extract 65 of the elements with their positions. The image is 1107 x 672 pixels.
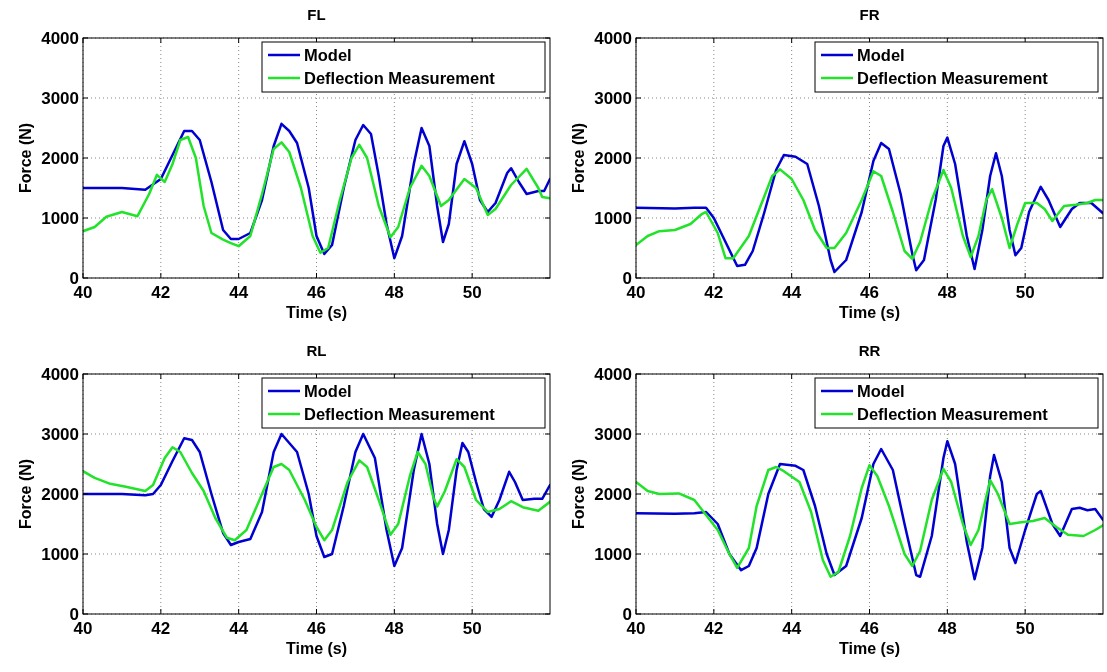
y-tick-label: 4000 <box>41 29 79 48</box>
y-tick-label: 3000 <box>41 89 79 108</box>
y-axis-title: Force (N) <box>17 122 34 194</box>
y-tick-label: 4000 <box>594 365 632 384</box>
x-tick-label: 40 <box>73 283 93 302</box>
x-tick-label: 46 <box>860 283 879 302</box>
x-axis-title: Time (s) <box>838 304 901 321</box>
y-tick-label: 3000 <box>41 425 79 444</box>
x-tick-label: 48 <box>384 283 404 302</box>
x-axis-title: Time (s) <box>838 640 901 657</box>
legend-label: Model <box>304 382 352 400</box>
legend-label: Deflection Measurement <box>857 405 1049 423</box>
x-tick-label: 48 <box>937 619 957 638</box>
x-axis-title: Time (s) <box>285 640 348 657</box>
y-tick-label: 1000 <box>41 545 79 564</box>
x-tick-label: 42 <box>704 619 724 638</box>
y-tick-label: 4000 <box>594 29 632 48</box>
x-tick-label: 44 <box>229 283 249 302</box>
line-series <box>636 463 1103 579</box>
x-tick-label: 50 <box>1015 283 1035 302</box>
x-tick-label: 46 <box>307 283 326 302</box>
y-tick-label: 3000 <box>594 89 632 108</box>
y-axis-title: Force (N) <box>570 458 587 530</box>
line-series <box>636 136 1103 274</box>
x-tick-label: 40 <box>73 619 93 638</box>
line-series <box>636 168 1103 261</box>
x-tick-label: 42 <box>151 283 171 302</box>
legend-label: Deflection Measurement <box>304 405 496 423</box>
y-tick-label: 1000 <box>594 209 632 228</box>
y-tick-label: 4000 <box>41 365 79 384</box>
legend-label: Deflection Measurement <box>857 69 1049 87</box>
x-tick-label: 46 <box>307 619 326 638</box>
x-tick-label: 50 <box>1015 619 1035 638</box>
x-tick-label: 44 <box>782 619 802 638</box>
legend-label: Model <box>857 46 905 64</box>
y-tick-label: 2000 <box>41 149 79 168</box>
x-tick-label: 48 <box>937 283 957 302</box>
y-tick-label: 1000 <box>41 209 79 228</box>
y-axis-title: Force (N) <box>17 458 34 530</box>
x-tick-label: 42 <box>704 283 724 302</box>
y-tick-label: 2000 <box>594 485 632 504</box>
line-series <box>636 439 1103 581</box>
chart-title: FR <box>859 6 880 23</box>
y-tick-label: 1000 <box>594 545 632 564</box>
x-axis-title: Time (s) <box>285 304 348 321</box>
x-tick-label: 50 <box>462 619 482 638</box>
chart-title: RL <box>306 342 327 359</box>
y-tick-label: 2000 <box>41 485 79 504</box>
x-tick-label: 42 <box>151 619 171 638</box>
legend-label: Model <box>857 382 905 400</box>
line-series <box>83 445 550 542</box>
y-tick-label: 2000 <box>594 149 632 168</box>
y-axis-title: Force (N) <box>570 122 587 194</box>
x-tick-label: 48 <box>384 619 404 638</box>
x-tick-label: 40 <box>626 619 646 638</box>
legend-label: Model <box>304 46 352 64</box>
legend-label: Deflection Measurement <box>304 69 496 87</box>
y-tick-label: 3000 <box>594 425 632 444</box>
x-tick-label: 40 <box>626 283 646 302</box>
x-tick-label: 46 <box>860 619 879 638</box>
chart-title: FL <box>307 6 326 23</box>
x-tick-label: 50 <box>462 283 482 302</box>
x-tick-label: 44 <box>229 619 249 638</box>
x-tick-label: 44 <box>782 283 802 302</box>
chart-title: RR <box>858 342 881 359</box>
